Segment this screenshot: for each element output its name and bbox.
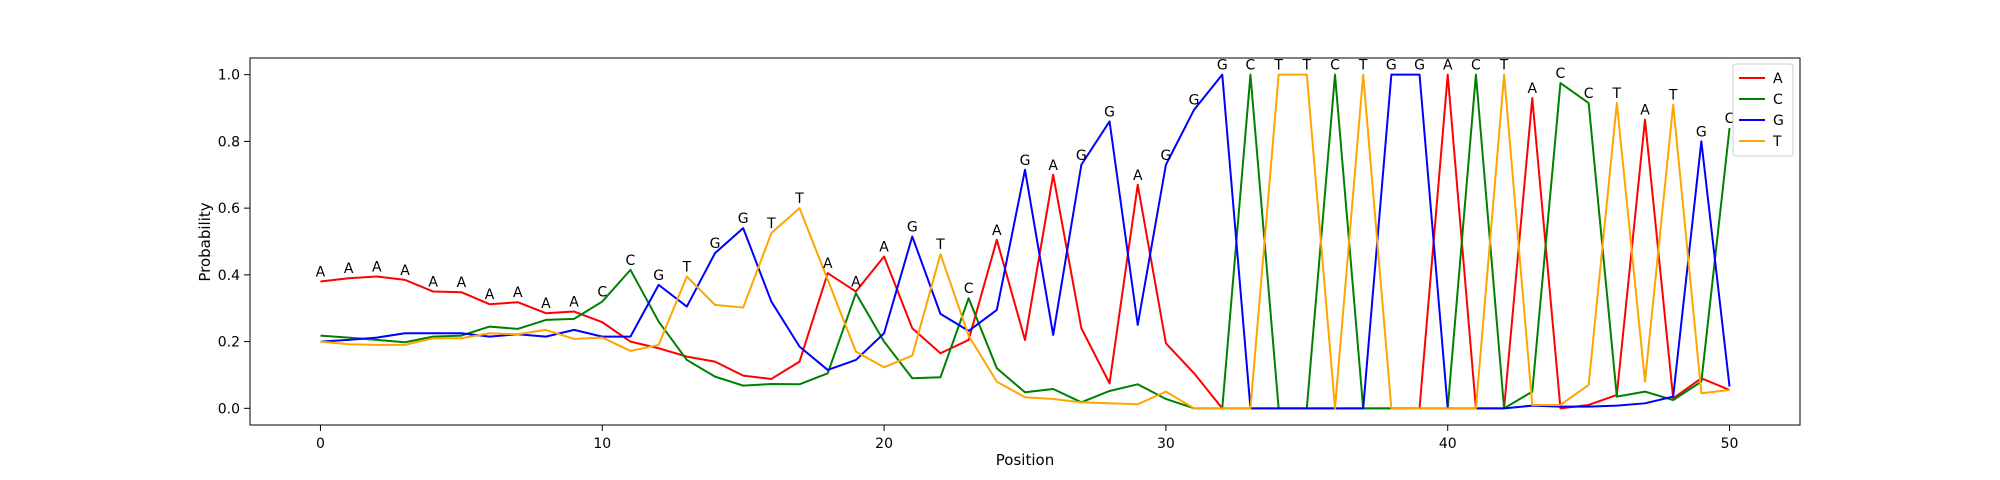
y-tick-label: 0.4: [218, 268, 240, 284]
legend-label-T: T: [1772, 134, 1782, 150]
plot-layer: [320, 73, 1731, 410]
point-label: C: [1330, 58, 1340, 74]
x-tick-label: 0: [316, 436, 325, 452]
y-tick-label: 0.0: [218, 401, 240, 417]
point-label: C: [1584, 86, 1594, 102]
point-label: C: [1246, 58, 1256, 74]
y-tick-label: 0.6: [218, 201, 240, 217]
point-label: C: [964, 281, 974, 297]
series-line-C: [320, 73, 1731, 410]
x-axis-label: Position: [996, 451, 1054, 469]
point-label: C: [1725, 111, 1735, 127]
point-label: A: [1640, 103, 1650, 119]
point-label: T: [935, 237, 945, 253]
point-label: T: [1273, 58, 1283, 74]
point-label: C: [597, 285, 607, 301]
point-label: G: [1386, 58, 1397, 74]
x-tick-label: 40: [1439, 436, 1457, 452]
point-label: A: [428, 275, 438, 291]
point-label: G: [1696, 124, 1707, 140]
point-label: A: [541, 296, 551, 312]
point-label: G: [1076, 148, 1087, 164]
point-label: T: [682, 260, 692, 276]
point-label: A: [485, 287, 495, 303]
y-axis: 0.0 0.2 0.4 0.6 0.8 1.0: [218, 68, 250, 417]
point-label: T: [1302, 58, 1312, 74]
point-label: G: [1189, 93, 1200, 109]
point-label: C: [1471, 58, 1481, 74]
point-label: A: [851, 275, 861, 291]
x-axis: 0 10 20 30 40 50: [316, 425, 1738, 452]
point-label: A: [513, 285, 523, 301]
series-line-T: [320, 73, 1730, 410]
point-label: G: [1104, 104, 1115, 120]
point-label: A: [879, 240, 889, 256]
point-label: A: [344, 261, 354, 277]
point-label: T: [1668, 88, 1678, 104]
point-label: A: [400, 263, 410, 279]
point-label: C: [1556, 66, 1566, 82]
point-label: A: [823, 256, 833, 272]
point-label: T: [794, 191, 804, 207]
point-label: G: [1414, 58, 1425, 74]
plot-frame: [249, 57, 1801, 426]
point-label: A: [1133, 168, 1143, 184]
x-tick-label: 10: [593, 436, 611, 452]
legend-label-C: C: [1773, 92, 1783, 108]
point-label: G: [1020, 153, 1031, 169]
point-label: A: [316, 265, 326, 281]
y-tick-label: 0.2: [218, 335, 240, 351]
point-label: T: [766, 216, 776, 232]
point-label: A: [1527, 81, 1537, 97]
point-label: G: [907, 220, 918, 236]
point-label: T: [1499, 58, 1509, 74]
point-label: A: [1048, 158, 1058, 174]
y-tick-label: 0.8: [218, 134, 240, 150]
point-label: T: [1358, 58, 1368, 74]
y-tick-label: 1.0: [218, 68, 240, 84]
point-label: C: [626, 253, 636, 269]
point-label: G: [1217, 58, 1228, 74]
legend-label-G: G: [1773, 113, 1784, 129]
point-label: A: [569, 295, 579, 311]
y-axis-label: Probability: [196, 202, 214, 281]
point-label: G: [738, 211, 749, 227]
legend-label-A: A: [1773, 71, 1783, 87]
x-tick-label: 50: [1721, 436, 1739, 452]
point-label: T: [1612, 86, 1622, 102]
x-tick-label: 30: [1157, 436, 1175, 452]
point-label: A: [372, 260, 382, 276]
point-label-layer: A A A A A A A A A A C C G T G G T T A A A G T C A G A G G A G G G C T T C T G G…: [316, 58, 1735, 313]
point-label: G: [710, 236, 721, 252]
point-label: A: [1443, 58, 1453, 74]
point-label: G: [653, 268, 664, 284]
series-line-G: [320, 73, 1731, 410]
x-tick-label: 20: [875, 436, 893, 452]
point-label: G: [1160, 148, 1171, 164]
point-label: A: [457, 275, 467, 291]
legend-box: [1732, 63, 1794, 157]
point-label: A: [992, 223, 1002, 239]
